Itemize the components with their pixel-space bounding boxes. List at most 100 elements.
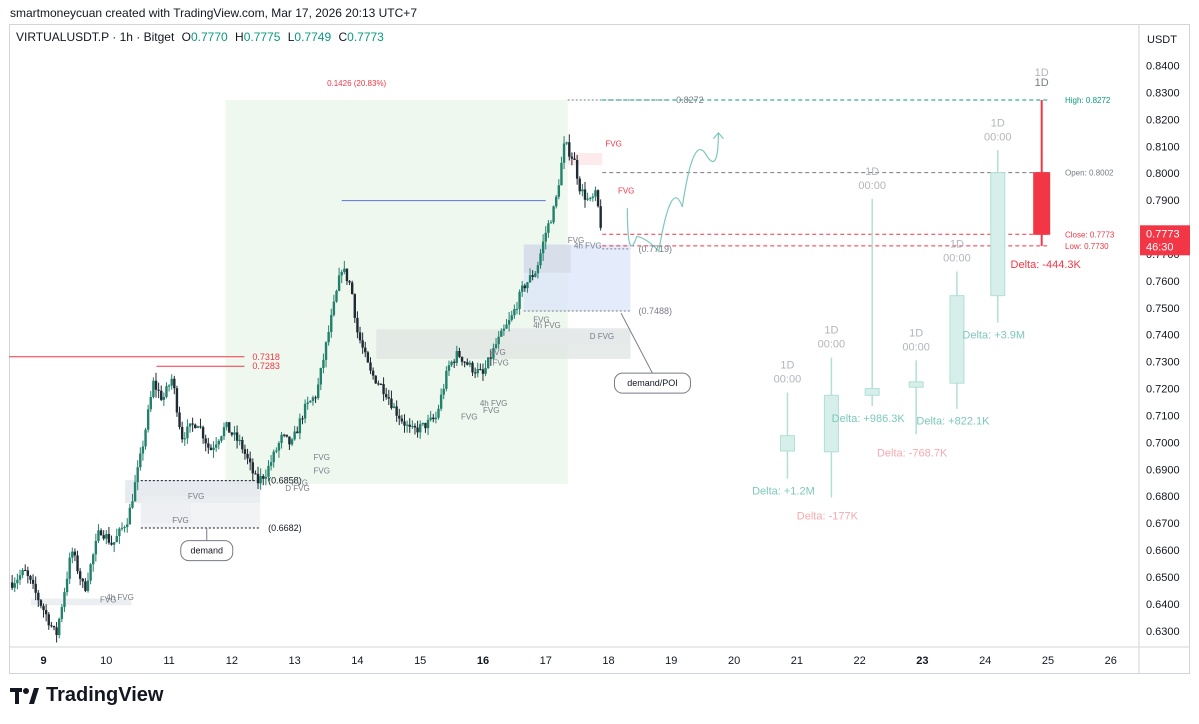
candle-body-19 bbox=[60, 606, 64, 619]
candle-body-67 bbox=[186, 426, 189, 439]
candle-body-211 bbox=[562, 143, 566, 163]
candle-body-166 bbox=[445, 370, 448, 389]
last-price-box bbox=[1140, 225, 1190, 256]
y-tick-21: 0.8400 bbox=[1146, 60, 1180, 72]
fvg-label-18: 4h FVG bbox=[106, 593, 134, 602]
candle-body-125 bbox=[337, 275, 341, 291]
level-label-6: (0.6858) bbox=[268, 476, 302, 486]
candle-body-172 bbox=[460, 356, 464, 362]
candle-body-195 bbox=[521, 285, 524, 292]
candle-body-17 bbox=[55, 627, 58, 636]
candle-body-142 bbox=[382, 384, 385, 395]
fvg-label-16: FVG bbox=[188, 492, 204, 501]
candle-body-11 bbox=[39, 600, 43, 606]
candle-body-40 bbox=[115, 536, 118, 543]
candle-body-32 bbox=[94, 540, 98, 555]
candle-body-80 bbox=[220, 436, 223, 441]
fvg-label-14: FVG bbox=[292, 478, 308, 487]
candle-body-111 bbox=[301, 418, 304, 420]
candle-body-89 bbox=[243, 449, 247, 454]
y-tick-2: 0.6500 bbox=[1146, 572, 1180, 584]
candle-body-214 bbox=[570, 156, 574, 159]
candle-body-12 bbox=[42, 605, 45, 611]
candle-body-97 bbox=[264, 476, 268, 479]
candle-body-181 bbox=[484, 368, 487, 374]
candle-body-83 bbox=[228, 422, 231, 433]
candle-body-215 bbox=[573, 158, 576, 160]
measure-zone bbox=[225, 99, 568, 484]
symbol-legend[interactable]: VIRTUALUSDT.P · 1h · Bitget O0.7770 H0.7… bbox=[16, 30, 384, 44]
level-label-7: (0.6682) bbox=[268, 523, 302, 533]
candle-body-13 bbox=[44, 610, 48, 615]
candle-body-204 bbox=[544, 232, 547, 242]
candle-body-55 bbox=[154, 380, 158, 390]
fvg-zone-8 bbox=[30, 598, 132, 606]
low-value: 0.7749 bbox=[294, 30, 332, 44]
candle-body-188 bbox=[502, 328, 506, 331]
candle-body-48 bbox=[136, 467, 139, 483]
candle-body-221 bbox=[589, 197, 592, 199]
fvg-label-17: FVG bbox=[172, 516, 188, 525]
x-tick-17: 26 bbox=[1105, 655, 1117, 667]
candle-body-78 bbox=[214, 444, 218, 448]
high-value: 0.7775 bbox=[243, 30, 281, 44]
daily-body-0 bbox=[779, 435, 795, 452]
x-tick-14: 23 bbox=[916, 655, 928, 667]
fvg-label-19: FVG bbox=[100, 596, 116, 605]
x-tick-8: 17 bbox=[540, 655, 552, 667]
candle-body-35 bbox=[102, 535, 105, 539]
daily-tf-label-5: 1D bbox=[991, 117, 1005, 129]
x-tick-2: 11 bbox=[163, 655, 174, 667]
high-label: H bbox=[235, 30, 244, 44]
fvg-label-5: 4h FVG bbox=[533, 321, 561, 330]
candle-body-187 bbox=[500, 330, 503, 337]
candle-body-219 bbox=[583, 189, 587, 200]
x-tick-1: 10 bbox=[100, 655, 112, 667]
candle-body-163 bbox=[437, 408, 440, 418]
ohlc-label-2: Close: 0.7773 bbox=[1065, 230, 1115, 239]
y-tick-3: 0.6600 bbox=[1146, 545, 1180, 557]
candle-body-20 bbox=[63, 592, 66, 607]
candle-body-72 bbox=[199, 426, 202, 428]
daily-tf-label-1: 1D bbox=[824, 325, 838, 337]
fvg-label-9: 4h FVG bbox=[480, 399, 508, 408]
tradingview-logo[interactable]: TradingView bbox=[10, 684, 163, 707]
candle-body-136 bbox=[366, 352, 370, 363]
x-tick-3: 12 bbox=[226, 655, 238, 667]
candle-body-5 bbox=[24, 570, 27, 572]
candle-body-74 bbox=[204, 438, 207, 444]
candle-body-47 bbox=[133, 482, 137, 502]
x-tick-16: 25 bbox=[1042, 655, 1054, 667]
candle-body-175 bbox=[468, 362, 472, 365]
candle-body-65 bbox=[180, 427, 184, 440]
level-label-2: 0.7283 bbox=[252, 361, 280, 371]
candle-body-199 bbox=[531, 275, 534, 277]
fvg-zone-4 bbox=[523, 244, 571, 273]
callout-tail-1 bbox=[620, 312, 653, 374]
fvg-label-12: FVG bbox=[313, 453, 329, 462]
candle-body-75 bbox=[207, 443, 210, 448]
candle-body-82 bbox=[225, 422, 228, 428]
brand-name: TradingView bbox=[46, 684, 164, 706]
candle-body-28 bbox=[84, 581, 87, 591]
candle-body-94 bbox=[256, 473, 260, 484]
daily-delta-label-0: Delta: +1.2M bbox=[752, 486, 815, 498]
candle-body-131 bbox=[353, 294, 357, 318]
candle-body-170 bbox=[455, 351, 459, 363]
candle-body-91 bbox=[248, 458, 252, 463]
y-tick-17: 0.8000 bbox=[1146, 168, 1180, 180]
candle-body-51 bbox=[144, 429, 147, 447]
candle-body-192 bbox=[513, 309, 516, 316]
candle-body-2 bbox=[16, 579, 19, 584]
last-price-value: 0.7773 bbox=[1146, 228, 1180, 240]
candle-body-95 bbox=[259, 476, 262, 484]
candle-body-169 bbox=[452, 361, 456, 363]
candle-body-31 bbox=[92, 554, 95, 565]
daily-delta-label-4: Delta: +822.1K bbox=[916, 416, 990, 428]
candle-body-198 bbox=[528, 275, 532, 283]
daily-delta-label-1: Delta: -177K bbox=[797, 511, 859, 523]
daily-time-label-3: 00:00 bbox=[902, 341, 930, 353]
x-tick-4: 13 bbox=[289, 655, 301, 667]
fvg-label-3: 4h FVG bbox=[574, 242, 602, 251]
